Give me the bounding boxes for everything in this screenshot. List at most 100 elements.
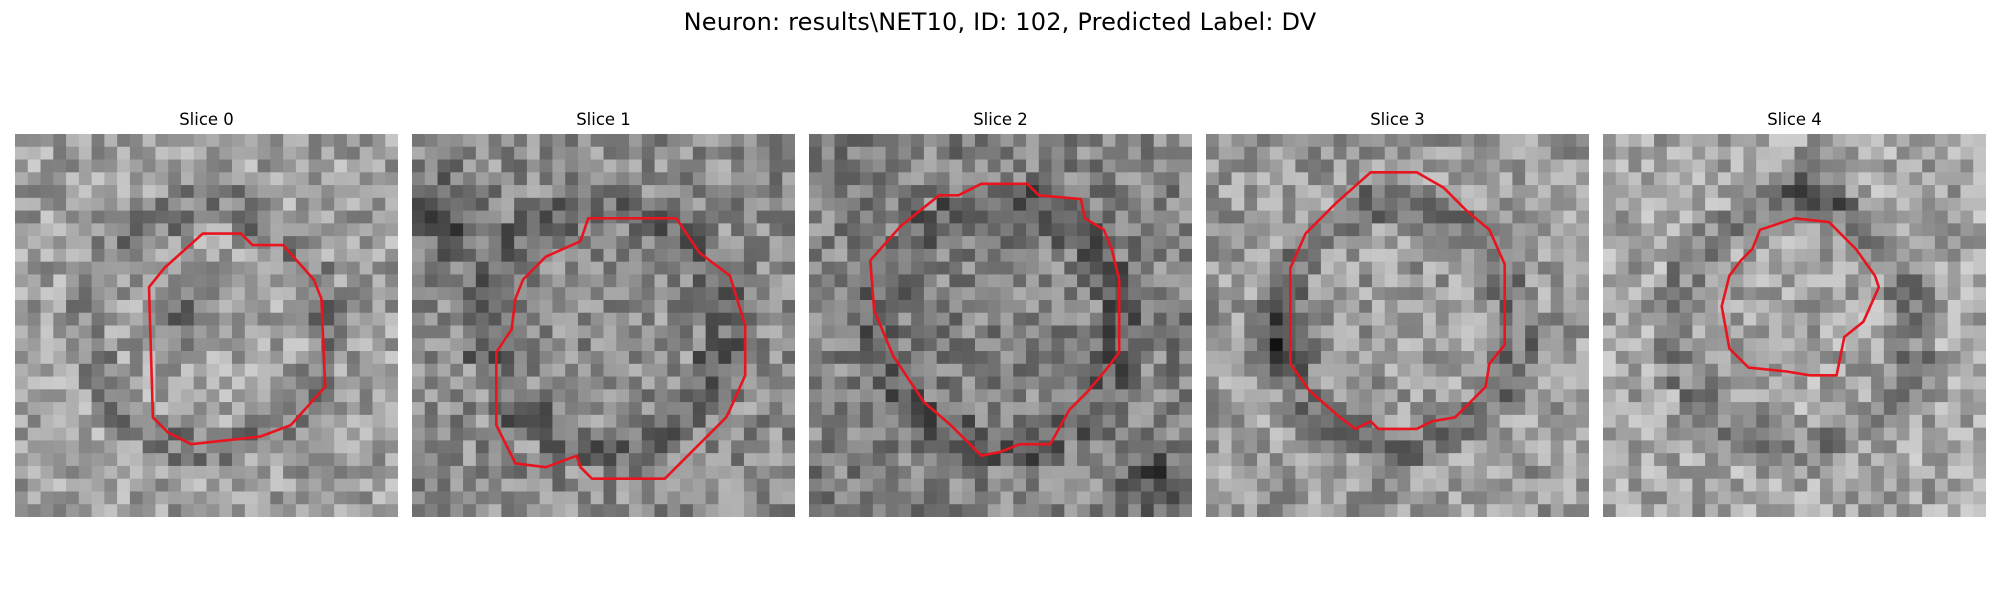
image-pixel [1308,299,1322,314]
image-pixel [308,261,322,275]
image-pixel [1269,197,1284,212]
image-pixel [1038,351,1053,365]
image-pixel [1576,134,1589,148]
image-pixel [232,236,246,250]
image-pixel [1666,312,1681,326]
image-pixel [385,478,398,492]
image-pixel [1474,299,1488,314]
image-pixel [1666,389,1681,403]
image-pixel [308,312,322,326]
image-pixel [565,197,579,212]
image-pixel [692,134,707,148]
image-pixel [321,261,335,275]
image-pixel [1807,312,1821,326]
image-pixel [731,210,745,224]
image-pixel [667,504,681,517]
image-pixel [860,453,874,467]
image-pixel [1282,453,1296,467]
image-pixel [1934,261,1949,275]
image-pixel [1934,414,1949,429]
image-pixel [1909,338,1923,352]
image-pixel [629,338,643,352]
image-pixel [1064,210,1078,224]
image-pixel [1628,325,1642,339]
image-pixel [1461,351,1475,365]
image-pixel [974,389,989,403]
image-pixel [424,261,439,275]
image-pixel [1038,504,1053,517]
image-pixel [475,134,490,148]
image-pixel [552,338,566,352]
image-pixel [437,287,451,301]
image-pixel [1423,478,1437,492]
image-pixel [1537,376,1552,390]
image-pixel [1153,299,1167,314]
image-pixel [308,197,322,212]
image-pixel [1206,402,1220,416]
image-pixel [1499,453,1513,467]
image-pixel [834,491,848,505]
image-pixel [501,287,515,301]
image-pixel [756,287,770,301]
image-pixel [1448,146,1462,161]
image-pixel [1115,338,1129,352]
image-pixel [731,159,745,173]
image-pixel [680,185,694,199]
image-pixel [1308,248,1322,263]
image-pixel [321,172,335,186]
image-pixel [1883,363,1898,378]
image-pixel [1756,210,1770,224]
image-pixel [821,146,836,161]
image-pixel [718,465,732,480]
image-pixel [129,440,144,454]
image-pixel [334,440,348,454]
image-pixel [385,427,398,441]
image-pixel [1206,287,1220,301]
image-pixel [1244,197,1258,212]
image-pixel [949,478,963,492]
image-pixel [1679,427,1693,441]
image-pixel [334,236,348,250]
image-pixel [1000,287,1014,301]
image-pixel [769,351,783,365]
image-pixel [1333,453,1347,467]
image-pixel [450,248,464,263]
image-pixel [821,325,836,339]
image-pixel [782,453,795,467]
image-pixel [1960,402,1974,416]
image-pixel [654,376,668,390]
image-pixel [1282,427,1296,441]
image-pixel [782,427,795,441]
image-pixel [1346,312,1360,326]
image-pixel [1832,146,1847,161]
image-pixel [1628,248,1642,263]
image-pixel [1654,210,1668,224]
image-pixel [142,172,156,186]
image-pixel [1550,338,1564,352]
image-pixel [1794,172,1808,186]
image-pixel [1743,197,1757,212]
image-pixel [346,223,361,237]
image-pixel [1064,478,1078,492]
image-pixel [1461,465,1475,480]
image-pixel [1550,402,1564,416]
image-pixel [1641,312,1655,326]
image-pixel [1820,338,1834,352]
image-pixel [616,248,630,263]
image-pixel [1218,287,1233,301]
image-pixel [1000,159,1014,173]
image-pixel [334,134,348,148]
image-pixel [1909,248,1923,263]
image-pixel [155,376,169,390]
image-pixel [603,159,617,173]
image-pixel [1140,440,1155,454]
image-pixel [898,478,912,492]
image-pixel [847,440,861,454]
image-pixel [488,210,502,224]
image-pixel [860,287,874,301]
image-pixel [1666,465,1681,480]
image-pixel [1397,185,1411,199]
image-pixel [168,491,182,505]
image-pixel [15,338,29,352]
image-pixel [936,465,950,480]
